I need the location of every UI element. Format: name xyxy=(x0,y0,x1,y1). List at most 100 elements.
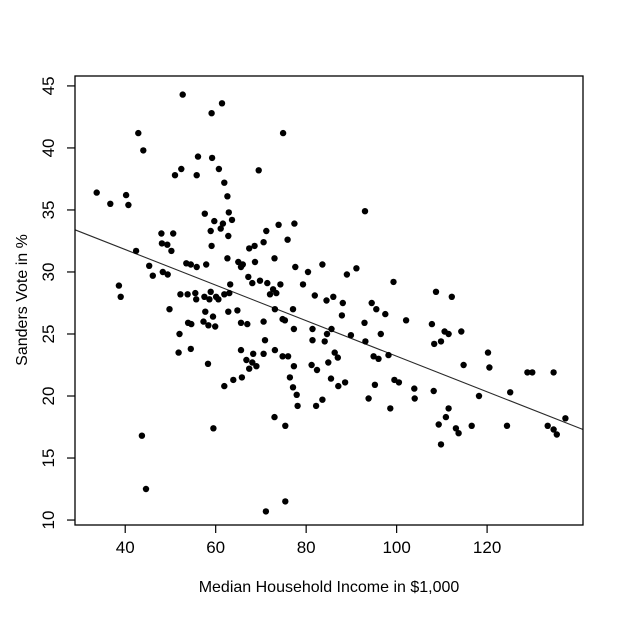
y-tick-label: 10 xyxy=(39,511,58,530)
y-tick-label: 25 xyxy=(39,325,58,344)
data-point xyxy=(304,268,312,276)
data-point xyxy=(334,354,341,361)
data-point xyxy=(205,322,212,329)
data-point xyxy=(166,306,173,313)
data-point xyxy=(343,271,351,278)
data-point xyxy=(207,288,214,295)
data-point xyxy=(142,485,150,493)
data-point xyxy=(311,292,318,299)
data-point xyxy=(437,441,445,448)
data-point xyxy=(138,432,146,439)
data-point xyxy=(524,369,531,376)
data-point xyxy=(286,374,294,381)
data-point xyxy=(107,200,114,207)
data-point xyxy=(437,338,445,345)
data-point xyxy=(179,91,186,98)
data-point xyxy=(207,227,214,235)
data-point xyxy=(158,240,166,247)
data-point xyxy=(428,320,436,328)
data-point xyxy=(164,241,171,248)
data-point xyxy=(387,405,394,412)
data-point xyxy=(271,306,279,313)
data-point xyxy=(271,346,279,354)
data-point xyxy=(249,359,256,366)
data-point xyxy=(208,242,215,250)
data-point xyxy=(328,325,335,333)
data-point xyxy=(201,210,208,217)
data-point xyxy=(249,279,256,287)
data-point xyxy=(289,384,297,391)
data-point xyxy=(225,209,232,216)
data-point xyxy=(361,319,368,326)
data-point xyxy=(217,225,224,232)
x-tick-label: 60 xyxy=(206,538,225,557)
data-point xyxy=(208,110,215,117)
x-axis-title: Median Household Income in $1,000 xyxy=(199,579,460,596)
data-point xyxy=(290,325,298,333)
data-point xyxy=(176,330,183,338)
data-point xyxy=(362,338,369,345)
data-point xyxy=(550,426,557,433)
data-point xyxy=(201,293,208,300)
data-point xyxy=(319,261,326,268)
data-point xyxy=(460,361,467,369)
data-point xyxy=(368,299,375,307)
data-point xyxy=(262,508,270,515)
data-point xyxy=(327,375,335,382)
y-tick-label: 30 xyxy=(39,263,58,282)
data-point xyxy=(271,413,278,421)
data-point xyxy=(282,498,289,505)
data-point xyxy=(373,306,380,313)
data-point xyxy=(290,363,298,370)
data-point xyxy=(187,261,194,268)
data-point xyxy=(458,328,465,335)
data-point xyxy=(323,330,331,338)
data-point xyxy=(294,402,301,410)
data-point xyxy=(245,273,252,281)
data-point xyxy=(194,153,202,160)
data-point xyxy=(282,422,289,429)
data-point xyxy=(291,220,298,227)
data-point xyxy=(228,216,236,224)
data-point xyxy=(170,230,177,237)
data-point xyxy=(385,351,392,359)
data-point xyxy=(361,208,369,215)
data-point xyxy=(275,221,282,228)
y-tick-label: 45 xyxy=(39,76,58,95)
data-point xyxy=(264,279,271,287)
data-point xyxy=(321,338,328,345)
data-point xyxy=(237,346,245,354)
data-point xyxy=(117,293,124,300)
data-point xyxy=(209,313,217,320)
data-point xyxy=(193,263,200,271)
data-point xyxy=(227,281,234,288)
data-point xyxy=(529,369,536,376)
data-point xyxy=(347,332,355,339)
data-point xyxy=(335,382,342,390)
data-point xyxy=(253,363,260,370)
data-point xyxy=(431,340,438,348)
data-point xyxy=(279,353,286,360)
data-point xyxy=(339,299,346,307)
data-point xyxy=(411,385,418,392)
data-point xyxy=(246,245,253,252)
data-point xyxy=(203,261,210,268)
data-point xyxy=(206,296,213,303)
data-point xyxy=(550,369,557,376)
data-point xyxy=(210,425,217,432)
data-point xyxy=(261,337,269,344)
data-point xyxy=(266,291,274,298)
data-point xyxy=(221,179,228,186)
data-point xyxy=(140,147,147,154)
data-point xyxy=(193,296,200,303)
data-point xyxy=(411,395,418,402)
data-point xyxy=(208,154,216,162)
data-point xyxy=(341,379,349,386)
data-point xyxy=(377,330,384,338)
data-point xyxy=(188,320,195,328)
data-point xyxy=(544,422,551,429)
data-point xyxy=(251,242,258,250)
data-point xyxy=(256,277,264,284)
